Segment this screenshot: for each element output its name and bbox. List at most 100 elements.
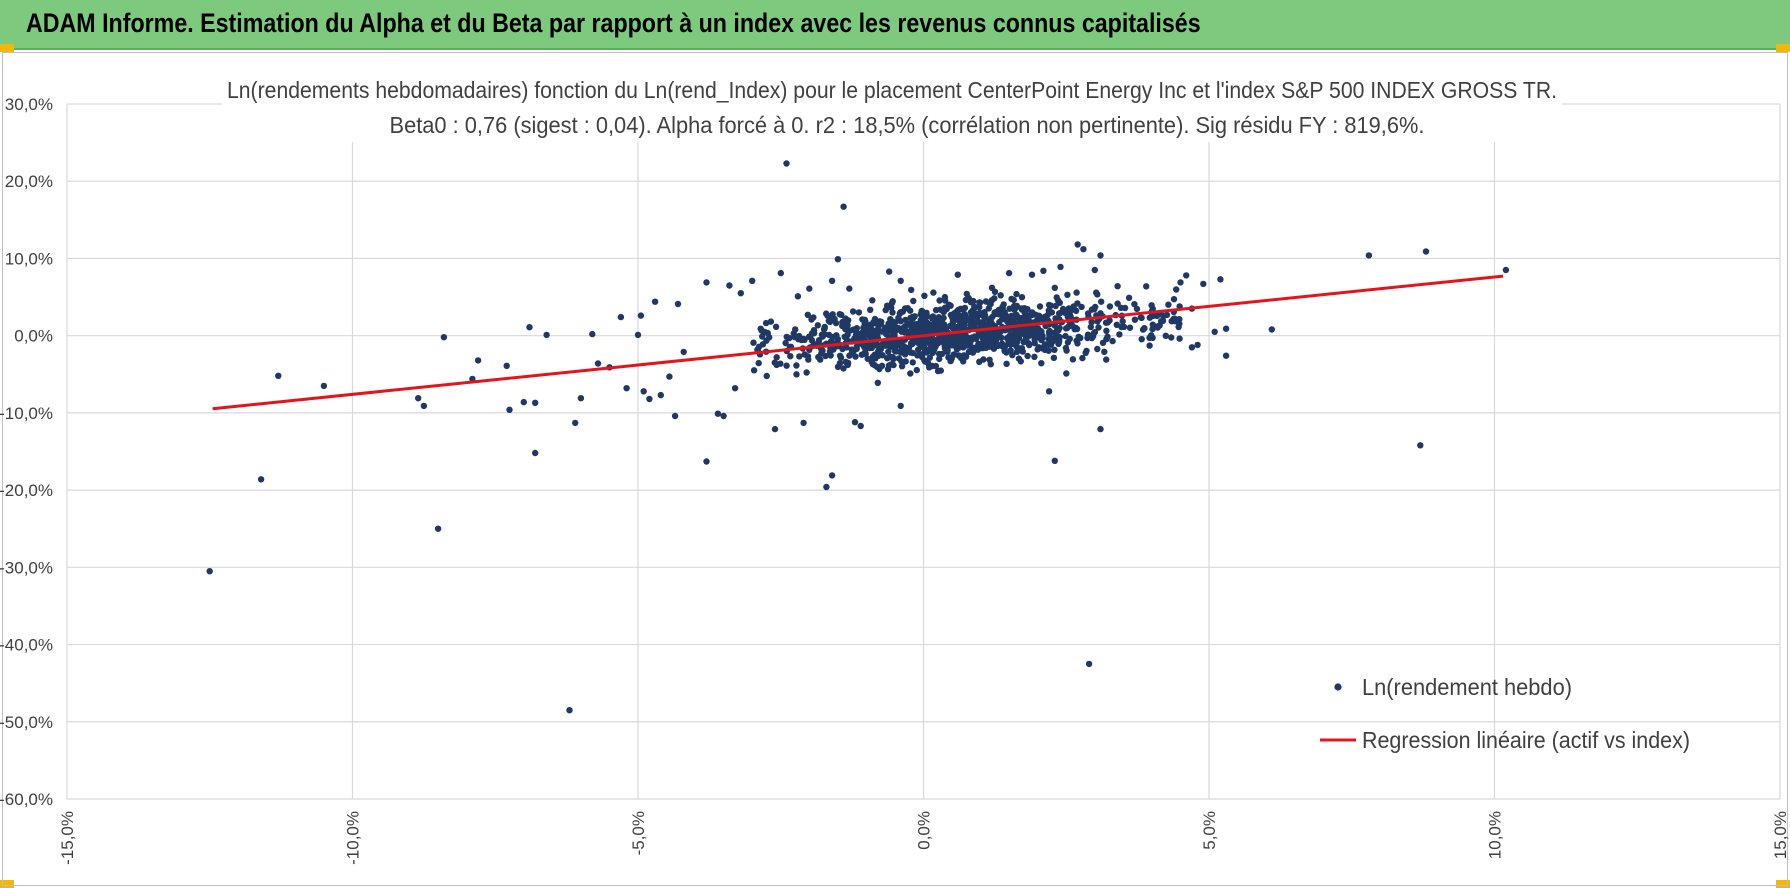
scatter-point (1006, 305, 1013, 312)
scatter-point (772, 323, 780, 330)
scatter-point (1001, 343, 1009, 350)
scatter-point (902, 358, 909, 365)
scatter-point (1119, 318, 1126, 325)
scatter-point (1053, 294, 1060, 301)
scatter-point (703, 279, 710, 286)
scatter-point (951, 351, 958, 358)
scatter-point (1422, 248, 1430, 255)
scatter-point (947, 333, 955, 340)
scatter-point (1050, 354, 1058, 361)
scatter-point (1211, 328, 1218, 335)
scatter-point (907, 370, 914, 377)
scatter-point (1116, 331, 1123, 338)
scatter-point (1000, 311, 1007, 318)
y-tick-label: -60,0% (0, 790, 53, 809)
scatter-point (1018, 305, 1025, 312)
scatter-point (666, 373, 673, 380)
scatter-point (1055, 327, 1062, 334)
scatter-point (821, 325, 828, 332)
scatter-point (1064, 308, 1071, 316)
y-tick-label: -30,0% (0, 558, 53, 577)
scatter-point (916, 338, 923, 345)
scatter-point (1165, 301, 1172, 308)
scatter-point (999, 316, 1006, 323)
scatter-point (1073, 325, 1081, 333)
scatter-point (1091, 266, 1099, 274)
scatter-point (933, 323, 940, 330)
scatter-point (737, 290, 744, 297)
scatter-point (844, 361, 851, 369)
scatter-point (991, 309, 998, 316)
scatter-point (1022, 336, 1030, 343)
scatter-point (904, 305, 911, 312)
scatter-point (206, 568, 213, 575)
scatter-point (1088, 319, 1095, 326)
scatter-point (928, 346, 936, 354)
scatter-point (836, 352, 844, 359)
scatter-point (960, 358, 967, 365)
scatter-point (726, 282, 733, 289)
corner-mark (1776, 44, 1790, 52)
scatter-point (1018, 345, 1026, 352)
scatter-point (1074, 241, 1081, 248)
scatter-point (674, 300, 682, 308)
scatter-point (926, 354, 933, 361)
scatter-point (1018, 294, 1026, 301)
scatter-point (755, 359, 762, 367)
scatter-point (937, 336, 944, 344)
x-tick-label: 10,0% (1486, 811, 1505, 859)
scatter-point (833, 332, 840, 339)
scatter-point (1113, 321, 1121, 328)
scatter-point (982, 344, 990, 351)
scatter-point (762, 319, 770, 327)
scatter-point (822, 352, 829, 360)
scatter-point (1143, 283, 1150, 290)
scatter-point (814, 322, 821, 329)
scatter-point (1056, 299, 1064, 306)
scatter-point (885, 342, 893, 350)
scatter-point (873, 327, 881, 335)
scatter-point (1013, 348, 1021, 355)
scatter-point (936, 316, 943, 323)
scatter-point (1010, 296, 1017, 304)
scatter-point (979, 336, 987, 343)
scatter-point (1009, 351, 1016, 359)
scatter-point (1114, 283, 1121, 290)
scatter-point (913, 366, 920, 374)
scatter-point (1000, 301, 1007, 308)
scatter-point (763, 372, 770, 380)
scatter-point (1131, 301, 1138, 308)
scatter-point (755, 343, 763, 350)
scatter-point (884, 302, 891, 309)
y-tick-label: 20,0% (5, 172, 53, 191)
scatter-point (532, 449, 539, 457)
scatter-point (804, 311, 811, 318)
chart-frame (2, 52, 1788, 886)
axis-labels: 30,0% 20,0% 10,0% 0,0% -10,0% -20,0% -30,0% -40… (0, 95, 1790, 865)
scatter-point (1013, 343, 1020, 350)
scatter-point (871, 351, 878, 358)
scatter-point (1038, 360, 1045, 367)
scatter-point (954, 271, 961, 278)
scatter-point (861, 316, 869, 323)
scatter-point (867, 306, 874, 313)
scatter-point (1063, 324, 1071, 332)
scatter-point (1133, 305, 1141, 313)
scatter-point (503, 362, 510, 369)
scatter-point (815, 353, 822, 361)
scatter-point (1141, 325, 1148, 332)
scatter-point (839, 345, 846, 353)
scatter-point (940, 308, 947, 315)
scatter-point (919, 343, 927, 350)
scatter-point (907, 322, 915, 329)
scatter-point (777, 269, 784, 277)
scatter-point (793, 362, 800, 369)
scatter-point (1092, 303, 1099, 311)
scatter-point (987, 361, 994, 368)
scatter-point (589, 330, 596, 338)
scatter-point (1093, 289, 1100, 296)
scatter-point (646, 395, 653, 403)
scatter-point (1057, 263, 1064, 271)
scatter-point (956, 323, 964, 330)
scatter-point (526, 324, 533, 331)
